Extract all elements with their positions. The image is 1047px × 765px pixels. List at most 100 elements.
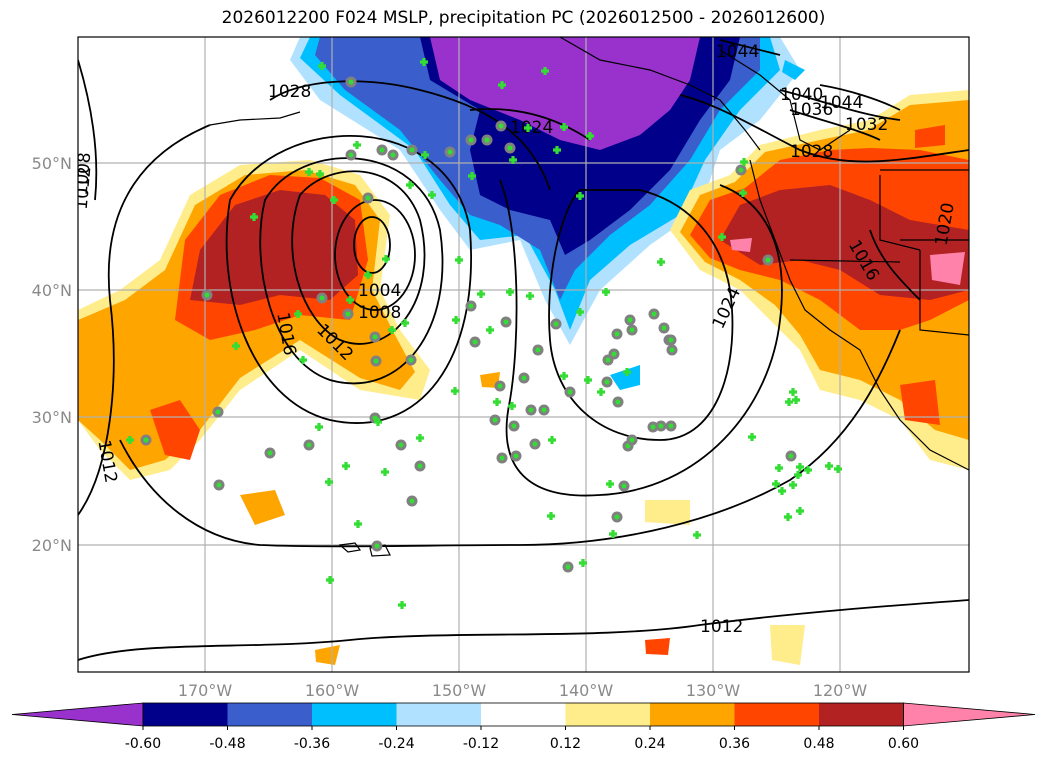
station-plus-marker — [353, 141, 361, 149]
station-plus-marker — [325, 478, 333, 486]
station-circle-center — [650, 424, 656, 430]
station-plus-marker — [789, 388, 797, 396]
station-circle-center — [348, 152, 354, 158]
colorbar-segment — [819, 703, 904, 726]
lat-label: 40°N — [32, 281, 72, 300]
station-circle-center — [541, 407, 547, 413]
station-circle-center — [215, 409, 221, 415]
station-plus-marker — [693, 531, 701, 539]
station-plus-marker — [576, 308, 584, 316]
station-circle-center — [497, 383, 503, 389]
station-plus-marker — [553, 146, 561, 154]
station-circle-center — [668, 337, 674, 343]
station-circle-center — [621, 483, 627, 489]
station-circle-center — [484, 137, 490, 143]
station-circle-center — [765, 257, 771, 263]
station-circle-center — [535, 347, 541, 353]
station-plus-marker — [406, 181, 414, 189]
station-circle-center — [503, 319, 509, 325]
station-plus-marker — [775, 464, 783, 472]
station-plus-marker — [584, 376, 592, 384]
station-plus-marker — [330, 196, 338, 204]
colorbar-tick-label: -0.12 — [463, 736, 499, 752]
station-plus-marker — [299, 356, 307, 364]
station-plus-marker — [455, 256, 463, 264]
station-circle-center — [468, 303, 474, 309]
station-circle-center — [204, 292, 210, 298]
isobar-label: 1008 — [72, 152, 96, 197]
station-plus-marker — [526, 292, 534, 300]
station-plus-marker — [785, 398, 793, 406]
colorbar-segment — [396, 703, 482, 726]
station-plus-marker — [748, 433, 756, 441]
station-circle-center — [390, 152, 396, 158]
colorbar-tick-label: -0.48 — [209, 736, 245, 752]
station-circle-center — [507, 145, 513, 151]
station-plus-marker — [772, 480, 780, 488]
colorbar-frame — [142, 702, 904, 727]
station-plus-marker — [740, 158, 748, 166]
station-circle-center — [669, 347, 675, 353]
station-plus-marker — [524, 124, 532, 132]
station-plus-marker — [420, 58, 428, 66]
station-plus-marker — [548, 436, 556, 444]
station-plus-marker — [318, 62, 326, 70]
station-circle-center — [373, 358, 379, 364]
station-plus-marker — [579, 559, 587, 567]
station-circle-center — [417, 463, 423, 469]
lon-label: 130°W — [686, 681, 741, 700]
station-plus-marker — [547, 512, 555, 520]
lat-label: 50°N — [32, 154, 72, 173]
station-plus-marker — [541, 67, 549, 75]
isobar-label: 1028 — [790, 142, 833, 162]
colorbar-extend-min — [11, 702, 144, 727]
station-circle-center — [409, 498, 415, 504]
lon-label: 170°W — [178, 681, 233, 700]
station-plus-marker — [825, 462, 833, 470]
lon-label: 150°W — [432, 681, 487, 700]
station-plus-marker — [560, 123, 568, 131]
station-circle-center — [348, 79, 354, 85]
station-plus-marker — [342, 462, 350, 470]
station-circle-center — [738, 167, 744, 173]
isobars — [78, 39, 969, 661]
colorbar-segment — [565, 703, 651, 726]
colorbar-tick-label: 0.60 — [888, 736, 919, 752]
colorbar-segment — [227, 703, 313, 726]
colorbar-tick-label: -0.60 — [125, 736, 161, 752]
map-plot-area: 1044 1044 1040 1036 1032 1028 1028 1024 … — [72, 37, 969, 672]
station-plus-marker — [388, 326, 396, 334]
station-circle-center — [374, 543, 380, 549]
station-plus-marker — [508, 402, 516, 410]
station-circle-center — [521, 375, 527, 381]
isobar-label: 1044 — [716, 42, 759, 62]
station-plus-marker — [398, 601, 406, 609]
station-plus-marker — [789, 481, 797, 489]
station-plus-marker — [796, 463, 804, 471]
station-circle-center — [615, 399, 621, 405]
station-plus-marker — [792, 396, 800, 404]
station-plus-marker — [794, 471, 802, 479]
station-plus-marker — [606, 480, 614, 488]
station-plus-marker — [232, 342, 240, 350]
station-plus-marker — [421, 151, 429, 159]
station-plus-marker — [739, 189, 747, 197]
station-circle-center — [627, 317, 633, 323]
station-circle-center — [604, 379, 610, 385]
station-circle-center — [661, 325, 667, 331]
station-circle-center — [379, 147, 385, 153]
positive-anomaly-region-east — [645, 90, 969, 665]
station-circle-center — [472, 339, 478, 345]
station-circle-center — [565, 564, 571, 570]
colorbar-segment — [312, 703, 397, 726]
colorbar-tick-label: 0.12 — [550, 736, 581, 752]
station-plus-marker — [718, 233, 726, 241]
station-circle-center — [629, 437, 635, 443]
colorbar: -0.60 -0.48 -0.36 -0.24 -0.12 0.12 0.24 0.36 0.4… — [11, 702, 1036, 752]
lat-label: 30°N — [32, 408, 72, 427]
station-circle-center — [605, 357, 611, 363]
station-plus-marker — [498, 81, 506, 89]
station-plus-marker — [250, 213, 258, 221]
station-circle-center — [553, 321, 559, 327]
